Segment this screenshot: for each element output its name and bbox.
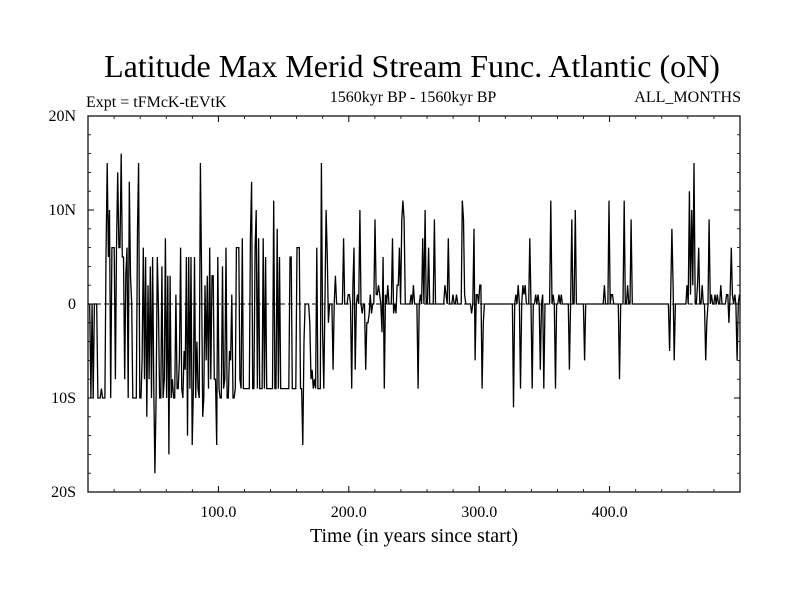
x-tick-label: 200.0 xyxy=(331,504,367,521)
x-tick-label: 100.0 xyxy=(200,504,236,521)
x-axis-label: Time (in years since start) xyxy=(310,525,518,547)
time-range-label: 1560kyr BP - 1560kyr BP xyxy=(330,89,497,106)
y-tick-label: 10N xyxy=(48,202,76,219)
series-line xyxy=(88,153,741,474)
y-tick-label: 10S xyxy=(51,390,76,407)
plot-area: 20N 10N 0 10S 20S 100.0 200.0 300.0 400.0 xyxy=(48,108,741,521)
experiment-label: Expt = tFMcK-tEVtK xyxy=(86,94,227,111)
y-tick-label: 0 xyxy=(68,296,76,313)
months-label: ALL_MONTHS xyxy=(634,89,741,106)
plot-frame xyxy=(87,115,741,493)
x-tick-label: 300.0 xyxy=(461,504,497,521)
x-tick-label: 400.0 xyxy=(592,504,628,521)
chart-title: Latitude Max Merid Stream Func. Atlantic… xyxy=(104,48,720,84)
y-tick-label: 20S xyxy=(51,484,76,501)
y-tick-label: 20N xyxy=(48,108,76,125)
